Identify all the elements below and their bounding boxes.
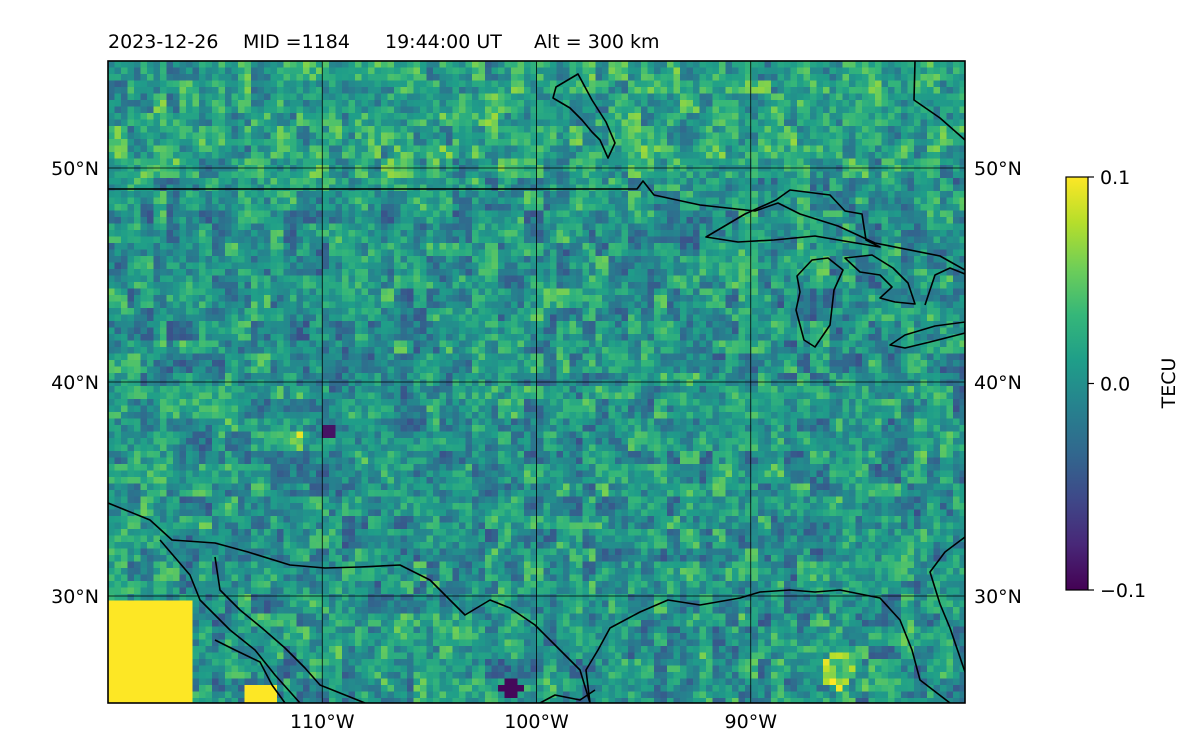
map-title: 2023-12-26 MID =1184 19:44:00 UT Alt = 3… xyxy=(108,31,660,53)
colorbar-tick-label: −0.1 xyxy=(1100,580,1146,602)
title-date: 2023-12-26 xyxy=(108,31,218,53)
latitude-labels: 30°N 30°N 40°N 40°N 50°N 50°N xyxy=(51,158,1022,608)
james-bay-coast xyxy=(552,73,616,159)
lake-huron-outline xyxy=(844,254,916,305)
us-canada-border xyxy=(108,180,965,271)
tec-raster xyxy=(108,61,965,703)
title-altitude: Alt = 300 km xyxy=(534,31,660,53)
title-time: 19:44:00 UT xyxy=(385,31,502,53)
colorbar: 0.1 0.0 −0.1 TECU xyxy=(1065,167,1180,602)
lake-michigan-outline xyxy=(795,257,844,348)
longitude-labels: 110°W 100°W 90°W xyxy=(290,711,777,733)
colorbar-label: TECU xyxy=(1158,358,1180,410)
map-panel: 110°W 100°W 90°W 30°N 30°N 40°N 40°N 50°N 50°N xyxy=(51,60,1022,733)
map-frame xyxy=(107,60,966,704)
latitude-label-left: 50°N xyxy=(51,158,99,180)
map-gridlines xyxy=(108,61,965,703)
colorbar-tick-label: 0.0 xyxy=(1100,374,1130,396)
gulf-coast xyxy=(585,589,951,703)
northeast-coast xyxy=(913,61,965,141)
colorbar-ticks: 0.1 0.0 −0.1 xyxy=(1088,167,1146,602)
mexico-west-coast xyxy=(159,539,301,703)
lake-erie-outline xyxy=(889,321,965,349)
latitude-label-left: 40°N xyxy=(51,372,99,394)
longitude-label: 110°W xyxy=(290,711,355,733)
title-mid: MID =1184 xyxy=(243,31,350,53)
geographic-outlines xyxy=(108,61,965,703)
atlantic-coast xyxy=(929,536,965,673)
us-mexico-border xyxy=(108,502,591,703)
lake-ontario-outline xyxy=(924,267,965,306)
longitude-label: 90°W xyxy=(725,711,778,733)
longitude-label: 100°W xyxy=(504,711,569,733)
mexico-east-coast xyxy=(539,689,596,703)
baja-coast xyxy=(214,556,366,703)
latitude-label-right: 40°N xyxy=(974,372,1022,394)
gulf-of-california-coast xyxy=(214,639,286,703)
lake-superior-outline xyxy=(705,189,881,248)
latitude-label-left: 30°N xyxy=(51,586,99,608)
latitude-label-right: 30°N xyxy=(974,586,1022,608)
colorbar-tick-label: 0.1 xyxy=(1100,167,1130,189)
latitude-label-right: 50°N xyxy=(974,158,1022,180)
colorbar-gradient xyxy=(1066,177,1088,590)
